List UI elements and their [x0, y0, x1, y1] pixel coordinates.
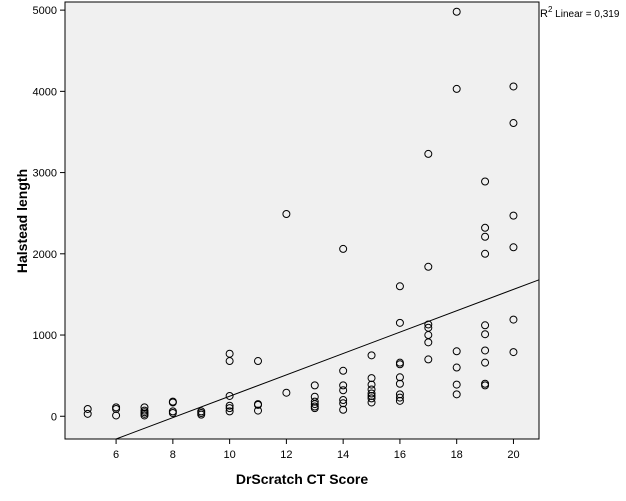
data-point — [225, 391, 234, 400]
data-point — [395, 390, 404, 399]
x-tick-label: 14 — [337, 449, 349, 461]
data-point — [481, 321, 490, 330]
data-point — [452, 380, 461, 389]
linear-fit-line — [115, 279, 540, 440]
data-point — [395, 396, 404, 405]
data-point — [112, 404, 121, 413]
data-point — [509, 243, 518, 252]
data-point — [424, 149, 433, 158]
data-point — [367, 374, 376, 383]
data-point — [367, 391, 376, 400]
r2-value: Linear = 0,319 — [552, 9, 619, 20]
data-point — [452, 84, 461, 93]
y-tick-label: 3000 — [33, 168, 57, 180]
data-point — [254, 357, 263, 366]
data-point — [395, 282, 404, 291]
data-point — [481, 249, 490, 258]
data-point — [424, 320, 433, 329]
x-tick-label: 20 — [507, 449, 519, 461]
data-point — [452, 363, 461, 372]
data-point — [310, 400, 319, 409]
data-point — [225, 357, 234, 366]
r2-prefix: R — [540, 8, 548, 20]
data-point — [339, 399, 348, 408]
r2-superscript: 2 — [548, 5, 553, 14]
x-tick-label: 6 — [113, 449, 119, 461]
data-point — [452, 390, 461, 399]
data-point — [481, 223, 490, 232]
x-axis-title: DrScratch CT Score — [236, 471, 368, 487]
data-point — [481, 346, 490, 355]
data-point — [225, 407, 234, 416]
r2-annotation: R2 Linear = 0,319 — [540, 5, 620, 20]
data-points — [83, 7, 518, 420]
y-tick-label: 1000 — [33, 330, 57, 342]
data-point — [452, 7, 461, 16]
x-tick-label: 18 — [451, 449, 463, 461]
data-point — [339, 366, 348, 375]
data-point — [395, 393, 404, 402]
data-point — [367, 380, 376, 389]
y-tick-label: 2000 — [33, 249, 57, 261]
data-point — [140, 403, 149, 412]
x-tick-label: 8 — [170, 449, 176, 461]
data-point — [112, 411, 121, 420]
y-axis-title: Halstead length — [14, 169, 30, 273]
data-point — [254, 400, 263, 409]
data-point — [339, 405, 348, 414]
data-point — [424, 262, 433, 271]
data-point — [339, 381, 348, 390]
data-point — [367, 394, 376, 403]
x-tick-label: 16 — [394, 449, 406, 461]
data-point — [168, 409, 177, 418]
y-tick-label: 5000 — [33, 5, 57, 17]
data-point — [339, 396, 348, 405]
data-point — [310, 381, 319, 390]
plot-area — [64, 1, 540, 440]
x-tick-label: 10 — [223, 449, 235, 461]
data-point — [481, 177, 490, 186]
x-axis: 6 8 10 12 14 16 18 20 — [113, 439, 520, 461]
data-point — [225, 401, 234, 410]
y-tick-label: 4000 — [33, 86, 57, 98]
data-point — [424, 355, 433, 364]
data-point — [310, 397, 319, 406]
data-point — [395, 360, 404, 369]
data-point — [83, 404, 92, 413]
data-point — [481, 330, 490, 339]
data-point — [509, 119, 518, 128]
data-point — [197, 410, 206, 419]
data-point — [481, 232, 490, 241]
data-point — [509, 82, 518, 91]
data-point — [509, 348, 518, 357]
data-point — [509, 315, 518, 324]
data-point — [282, 388, 291, 397]
data-point — [282, 210, 291, 219]
data-point — [225, 404, 234, 413]
x-tick-label: 12 — [280, 449, 292, 461]
data-point — [310, 404, 319, 413]
data-point — [140, 411, 149, 420]
y-tick-label: 0 — [51, 411, 57, 423]
data-point — [83, 409, 92, 418]
data-point — [367, 385, 376, 394]
y-axis: 0 1000 2000 3000 4000 5000 — [33, 5, 65, 423]
data-point — [452, 347, 461, 356]
data-point — [481, 358, 490, 367]
data-point — [509, 211, 518, 220]
data-point — [395, 379, 404, 388]
data-point — [367, 398, 376, 407]
data-point — [424, 338, 433, 347]
data-point — [339, 244, 348, 253]
data-point — [367, 389, 376, 398]
data-point — [339, 386, 348, 395]
data-point — [395, 318, 404, 327]
data-point — [168, 398, 177, 407]
data-point — [367, 351, 376, 360]
data-point — [395, 373, 404, 382]
data-point — [254, 406, 263, 415]
data-point — [481, 381, 490, 390]
